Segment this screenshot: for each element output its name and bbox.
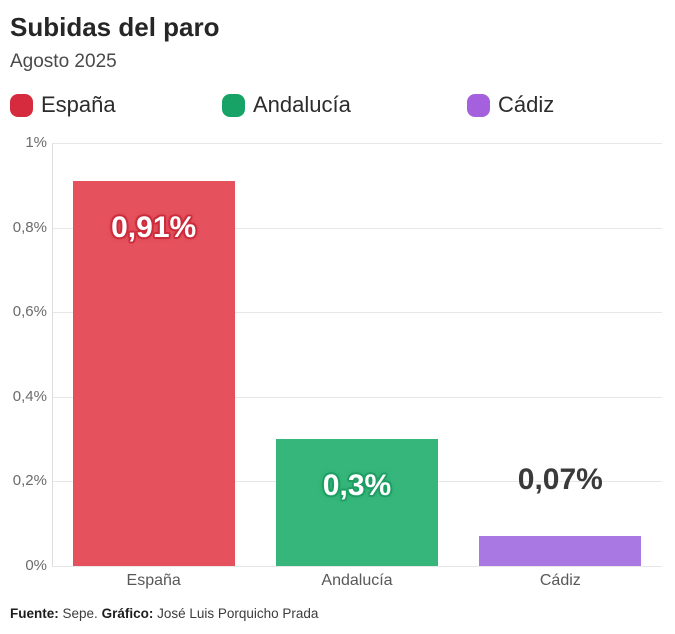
credit-label: Gráfico: [101, 606, 154, 621]
legend-swatch-icon [467, 93, 490, 117]
chart-title: Subidas del paro [10, 12, 220, 42]
bar-value-label-cadiz: 0,07% [517, 463, 603, 496]
gridline [52, 312, 662, 313]
bar-cadiz [479, 536, 641, 566]
legend-swatch-icon [222, 93, 245, 117]
gridline [52, 143, 662, 144]
legend-label: Cádiz [498, 92, 555, 117]
legend-label: España [41, 92, 116, 117]
bar-value-label-andalucia: 0,3% [322, 469, 392, 502]
legend-item-espana: España [10, 91, 116, 119]
y-axis-tick-label: 0% [25, 557, 47, 574]
source-text: Sepe. [62, 606, 98, 621]
y-axis-tick-label: 0,4% [12, 388, 47, 405]
bar-value-label-espana: 0,91% [111, 211, 197, 244]
bar-andalucia [276, 439, 438, 566]
gridline [52, 228, 662, 229]
source-label: Fuente: [10, 606, 59, 621]
legend-label: Andalucía [253, 92, 351, 117]
y-axis-tick-label: 0,8% [12, 219, 47, 236]
legend: España Andalucía Cádiz [0, 91, 675, 121]
x-axis-label-cadiz: Cádiz [539, 572, 581, 589]
gridline [52, 566, 662, 567]
legend-swatch-icon [10, 93, 33, 117]
gridline [52, 397, 662, 398]
credit-text: José Luis Porquicho Prada [157, 606, 319, 621]
y-axis-line [52, 143, 53, 566]
y-axis-tick-label: 0,6% [12, 303, 47, 320]
y-axis-tick-label: 1% [25, 134, 47, 151]
x-axis-label-espana: España [126, 572, 181, 589]
source-note: Fuente: Sepe. Gráfico: José Luis Porquic… [10, 605, 318, 623]
bar-espana [73, 181, 235, 566]
legend-item-andalucia: Andalucía [222, 91, 351, 119]
legend-item-cadiz: Cádiz [467, 91, 554, 119]
chart-subtitle: Agosto 2025 [10, 51, 117, 72]
x-axis-label-andalucia: Andalucía [321, 572, 393, 589]
y-axis-tick-label: 0,2% [12, 472, 47, 489]
